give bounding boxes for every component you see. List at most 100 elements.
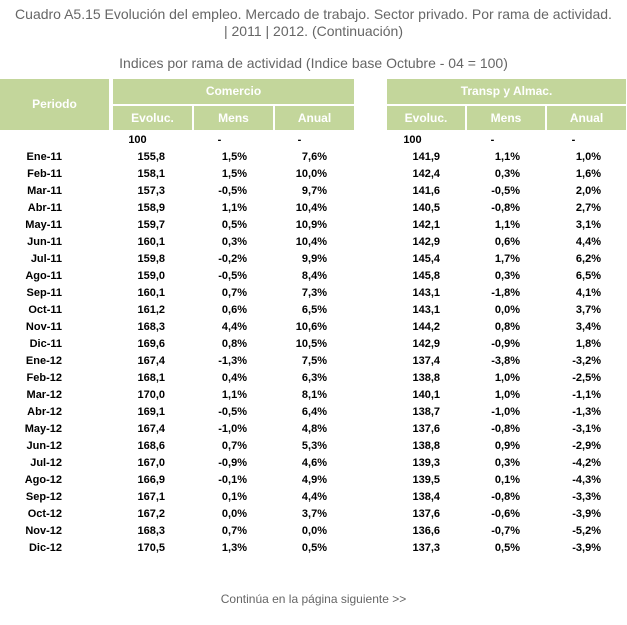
cell-comercio-evoluc: 170,5: [137, 542, 165, 554]
cell-comercio-mens: 1,1%: [221, 202, 247, 214]
cell-comercio-mens: 0,0%: [221, 508, 247, 520]
cell-transp-anual: -3,1%: [572, 423, 601, 435]
cell-transp-mens: -0,8%: [491, 491, 520, 503]
cell-comercio-mens: -0,2%: [218, 253, 247, 265]
cell-comercio-anual: 6,5%: [301, 304, 327, 316]
cell-transp-anual: 3,7%: [575, 304, 601, 316]
cell-comercio-anual: 6,4%: [301, 406, 327, 418]
cell-transp-anual: -2,5%: [572, 372, 601, 384]
cell-transp-anual: 1,8%: [575, 338, 601, 350]
header-transp-evoluc: Evoluc.: [387, 106, 465, 130]
cell-transp-mens: 1,7%: [494, 253, 520, 265]
cell-periodo: Oct-11: [28, 304, 62, 316]
cell-transp-anual: 4,4%: [575, 236, 601, 248]
cell-transp-anual: -: [571, 134, 576, 146]
table-row: Ago-12 166,9 -0,1% 4,9% 139,5 0,1% -4,3%: [0, 472, 627, 489]
header-comercio-mens: Mens: [194, 106, 273, 130]
table-row: Jul-11 159,8 -0,2% 9,9% 145,4 1,7% 6,2%: [0, 251, 627, 268]
cell-comercio-anual: 0,0%: [301, 525, 327, 537]
cell-transp-anual: 1,0%: [575, 151, 601, 163]
cell-comercio-mens: 0,7%: [221, 525, 247, 537]
header-transp: Transp y Almac.: [387, 79, 626, 104]
table-row: Abr-11 158,9 1,1% 10,4% 140,5 -0,8% 2,7%: [0, 200, 627, 217]
cell-comercio-anual: 4,8%: [301, 423, 327, 435]
cell-transp-evoluc: 139,5: [412, 474, 440, 486]
cell-comercio-evoluc: 100: [128, 134, 147, 146]
header-transp-label: Transp y Almac.: [460, 84, 553, 98]
cell-transp-anual: 6,2%: [575, 253, 601, 265]
header-periodo-label: Periodo: [32, 97, 77, 111]
cell-transp-mens: 0,8%: [494, 321, 520, 333]
cell-periodo: Dic-11: [29, 338, 62, 350]
cell-comercio-evoluc: 170,0: [137, 389, 165, 401]
cell-comercio-anual: 9,7%: [301, 185, 327, 197]
cell-transp-evoluc: 137,6: [412, 508, 440, 520]
cell-transp-evoluc: 137,6: [412, 423, 440, 435]
header-transp-anual: Anual: [547, 106, 626, 130]
cell-comercio-anual: 5,3%: [301, 440, 327, 452]
table-row: Feb-12 168,1 0,4% 6,3% 138,8 1,0% -2,5%: [0, 370, 627, 387]
cell-comercio-mens: -0,9%: [218, 457, 247, 469]
cell-transp-evoluc: 138,8: [412, 440, 440, 452]
cell-transp-evoluc: 141,6: [412, 185, 440, 197]
cell-transp-evoluc: 142,9: [412, 236, 440, 248]
cell-comercio-evoluc: 155,8: [137, 151, 165, 163]
cell-transp-evoluc: 142,1: [412, 219, 440, 231]
cell-comercio-anual: 0,5%: [301, 542, 327, 554]
table-row: Dic-11 169,6 0,8% 10,5% 142,9 -0,9% 1,8%: [0, 336, 627, 353]
cell-transp-evoluc: 136,6: [412, 525, 440, 537]
cell-comercio-anual: 4,6%: [301, 457, 327, 469]
cell-transp-mens: -0,7%: [491, 525, 520, 537]
table-row: Nov-12 168,3 0,7% 0,0% 136,6 -0,7% -5,2%: [0, 523, 627, 540]
continue-link[interactable]: Continúa en la página siguiente >>: [220, 592, 407, 606]
cell-transp-evoluc: 140,5: [412, 202, 440, 214]
table-row: Ene-11 155,8 1,5% 7,6% 141,9 1,1% 1,0%: [0, 149, 627, 166]
cell-transp-evoluc: 139,3: [412, 457, 440, 469]
cell-periodo: Jul-11: [30, 253, 62, 265]
cell-transp-anual: -3,2%: [572, 355, 601, 367]
cell-comercio-mens: -0,1%: [218, 474, 247, 486]
cell-transp-mens: 0,1%: [494, 474, 520, 486]
cell-transp-anual: -3,3%: [572, 491, 601, 503]
cell-comercio-evoluc: 160,1: [137, 236, 165, 248]
table-row: Sep-11 160,1 0,7% 7,3% 143,1 -1,8% 4,1%: [0, 285, 627, 302]
cell-transp-mens: 0,9%: [494, 440, 520, 452]
cell-comercio-anual: 10,9%: [295, 219, 327, 231]
cell-comercio-anual: 7,5%: [301, 355, 327, 367]
cell-comercio-evoluc: 168,3: [137, 321, 165, 333]
header-comercio-evoluc: Evoluc.: [113, 106, 192, 130]
table-row-base: 100 - - 100 - -: [0, 132, 627, 149]
cell-comercio-evoluc: 168,1: [137, 372, 165, 384]
cell-transp-mens: -1,8%: [491, 287, 520, 299]
cell-comercio-anual: 4,4%: [301, 491, 327, 503]
cell-comercio-mens: -1,3%: [218, 355, 247, 367]
table-row: May-12 167,4 -1,0% 4,8% 137,6 -0,8% -3,1%: [0, 421, 627, 438]
cell-periodo: May-11: [25, 219, 62, 231]
cell-transp-mens: -1,0%: [491, 406, 520, 418]
cell-transp-mens: 0,5%: [494, 542, 520, 554]
table-row: Dic-12 170,5 1,3% 0,5% 137,3 0,5% -3,9%: [0, 540, 627, 557]
cell-comercio-evoluc: 168,6: [137, 440, 165, 452]
cell-comercio-mens: 0,6%: [221, 304, 247, 316]
cell-transp-evoluc: 143,1: [412, 287, 440, 299]
cell-transp-evoluc: 144,2: [412, 321, 440, 333]
cell-transp-anual: -5,2%: [572, 525, 601, 537]
cell-periodo: Feb-11: [27, 168, 62, 180]
cell-comercio-mens: 0,7%: [221, 287, 247, 299]
cell-transp-mens: -0,8%: [491, 202, 520, 214]
cell-comercio-anual: 8,1%: [301, 389, 327, 401]
cell-comercio-mens: 4,4%: [221, 321, 247, 333]
cell-periodo: Jun-12: [26, 440, 62, 452]
cell-periodo: Jul-12: [30, 457, 62, 469]
cell-transp-mens: 1,0%: [494, 372, 520, 384]
cell-transp-anual: -3,9%: [572, 508, 601, 520]
cell-transp-anual: 2,7%: [575, 202, 601, 214]
cell-comercio-mens: 0,5%: [221, 219, 247, 231]
table-row: Oct-11 161,2 0,6% 6,5% 143,1 0,0% 3,7%: [0, 302, 627, 319]
cell-transp-anual: -1,3%: [572, 406, 601, 418]
cell-comercio-evoluc: 167,4: [137, 423, 165, 435]
cell-transp-mens: 0,3%: [494, 270, 520, 282]
cell-periodo: Sep-11: [26, 287, 62, 299]
cell-transp-mens: 1,1%: [494, 151, 520, 163]
cell-periodo: Nov-12: [25, 525, 62, 537]
